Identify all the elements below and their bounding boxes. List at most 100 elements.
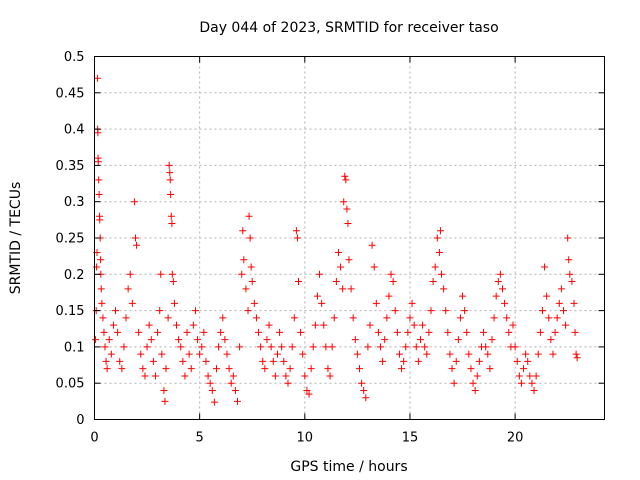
chart-title: Day 044 of 2023, SRMTID for receiver tas…	[199, 20, 498, 36]
y-axis-label: SRMTID / TECUs	[8, 182, 24, 295]
data-point	[240, 256, 248, 264]
data-point	[513, 357, 521, 365]
data-point	[307, 365, 315, 373]
data-point	[181, 372, 189, 380]
data-point	[381, 336, 389, 344]
data-point	[118, 365, 126, 373]
y-tick-label: 0.25	[56, 232, 85, 247]
data-point	[547, 336, 555, 344]
data-point	[200, 328, 208, 336]
data-point	[429, 278, 437, 286]
data-point	[368, 241, 376, 249]
data-point	[557, 285, 565, 293]
data-point	[263, 336, 271, 344]
data-point	[370, 263, 378, 271]
data-point	[107, 350, 115, 358]
y-tick-label: 0.3	[64, 195, 85, 210]
data-point	[341, 172, 349, 180]
data-point	[265, 321, 273, 329]
x-tick-label: 20	[507, 431, 524, 446]
y-tick-label: 0	[76, 413, 84, 428]
data-point	[126, 270, 134, 278]
data-point	[141, 372, 149, 380]
data-point	[242, 285, 250, 293]
data-point	[109, 321, 117, 329]
data-point	[385, 292, 393, 300]
data-point	[475, 357, 483, 365]
data-point	[342, 176, 350, 184]
data-point	[295, 278, 302, 286]
data-point	[247, 263, 255, 271]
data-point	[406, 314, 414, 322]
data-point	[288, 343, 296, 351]
data-point	[505, 328, 513, 336]
data-point	[97, 285, 105, 293]
data-point	[431, 263, 439, 271]
data-point	[456, 314, 464, 322]
data-point	[438, 270, 446, 278]
data-point	[257, 343, 265, 351]
y-tick-label: 0.1	[64, 340, 85, 355]
data-point	[278, 343, 286, 351]
data-point	[210, 398, 218, 406]
data-point	[221, 336, 229, 344]
data-point	[191, 307, 199, 315]
data-point	[463, 328, 471, 336]
data-point	[496, 270, 504, 278]
data-point	[492, 292, 500, 300]
data-point	[239, 227, 247, 235]
data-point	[452, 357, 460, 365]
data-point	[383, 314, 391, 322]
data-point	[532, 372, 540, 380]
y-tick-label: 0.5	[64, 50, 85, 65]
data-point	[130, 198, 138, 206]
data-point	[208, 386, 216, 394]
data-point	[446, 350, 454, 358]
data-point	[482, 343, 490, 351]
data-point	[440, 285, 448, 293]
data-point	[198, 343, 206, 351]
data-point	[271, 372, 279, 380]
data-point	[318, 299, 326, 307]
data-point	[250, 299, 258, 307]
data-point	[471, 386, 479, 394]
data-point	[345, 256, 353, 264]
data-point	[526, 372, 534, 380]
data-point	[157, 270, 165, 278]
data-point	[488, 336, 496, 344]
data-point	[217, 328, 225, 336]
data-point	[372, 299, 380, 307]
data-point	[355, 365, 363, 373]
data-point	[450, 379, 458, 387]
data-point	[94, 129, 102, 137]
data-point	[571, 328, 579, 336]
data-point	[122, 314, 130, 322]
data-point	[95, 176, 103, 184]
data-point	[167, 190, 175, 198]
data-point	[196, 350, 204, 358]
data-point	[328, 343, 336, 351]
data-point	[524, 357, 532, 365]
data-point	[379, 357, 387, 365]
data-point	[293, 234, 301, 242]
data-point	[170, 299, 178, 307]
data-point	[165, 161, 173, 169]
data-point	[169, 278, 177, 286]
data-point	[166, 176, 174, 184]
x-tick-label: 10	[297, 431, 314, 446]
data-point	[484, 350, 492, 358]
x-tick-labels: 0 5 10 15 20	[90, 431, 523, 446]
data-point	[297, 328, 305, 336]
axis-ticks	[94, 56, 605, 420]
data-point	[229, 372, 237, 380]
data-point	[423, 350, 431, 358]
data-point	[160, 386, 168, 394]
data-point	[105, 336, 113, 344]
x-tick-label: 5	[196, 431, 204, 446]
data-point	[511, 343, 519, 351]
gridlines	[94, 56, 605, 420]
data-point	[351, 336, 359, 344]
data-point	[360, 386, 368, 394]
data-point	[305, 390, 313, 398]
data-point	[95, 190, 103, 198]
